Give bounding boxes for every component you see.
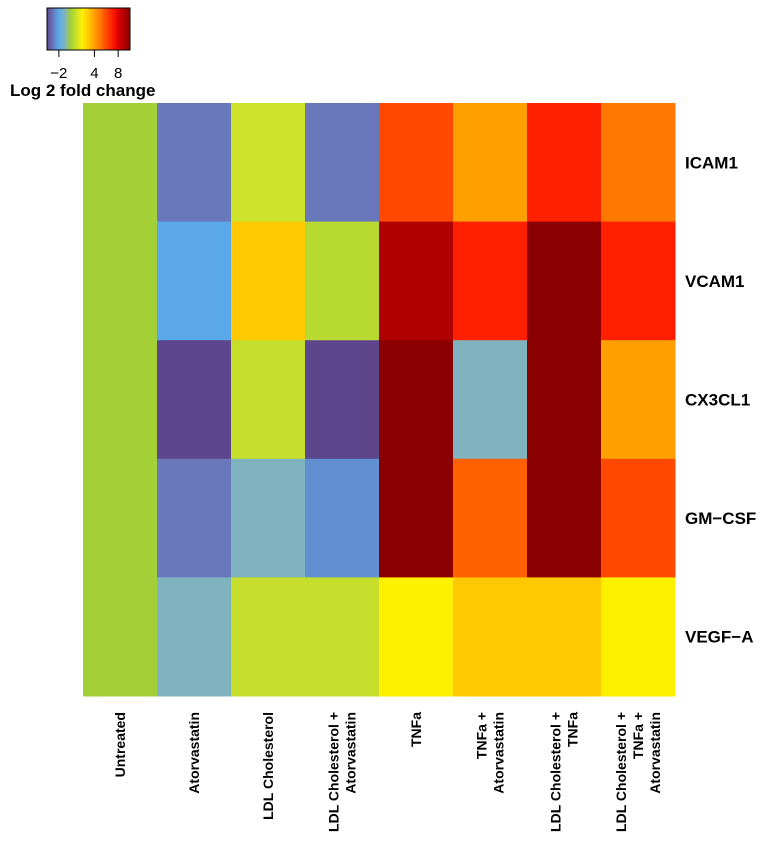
heatmap-cell [231,458,306,578]
heatmap-cell [453,103,528,223]
row-label: VCAM1 [685,272,745,291]
heatmap-cell [231,103,306,223]
heatmap-cell [453,458,528,578]
heatmap-cell [157,103,232,223]
column-label: LDL Cholesterol [260,712,276,820]
heatmap-cell [305,340,380,460]
heatmap-cell [305,103,380,223]
heatmap-cell [83,221,158,341]
heatmap-cell [157,458,232,578]
row-label: VEGF−A [685,628,754,647]
heatmap-cell [453,577,528,697]
heatmap-cell [601,103,676,223]
heatmap-cell [527,103,602,223]
colorbar-label: Log 2 fold change [10,81,155,100]
column-label: TNFa [408,712,424,747]
column-label: LDL Cholesterol +Atorvastatin [326,712,359,832]
heatmap-cell [83,577,158,697]
heatmap-cell [83,458,158,578]
column-label: TNFa +Atorvastatin [474,712,507,794]
heatmap-cell [527,340,602,460]
heatmap-cell [453,340,528,460]
heatmap-cell [305,577,380,697]
colorbar-tick-label: −2 [50,65,67,82]
heatmap-cell [231,577,306,697]
row-label: ICAM1 [685,153,738,172]
column-label: Untreated [112,712,128,777]
heatmap-cell [527,577,602,697]
heatmap-cell [527,458,602,578]
heatmap-cell [83,340,158,460]
heatmap-cell [83,103,158,223]
heatmap-cell [157,577,232,697]
heatmap-cell [453,221,528,341]
heatmap-cell [379,221,454,341]
row-label: CX3CL1 [685,391,750,410]
heatmap-cell [527,221,602,341]
heatmap-cell [157,221,232,341]
heatmap-cell [231,340,306,460]
heatmap-cell [157,340,232,460]
heatmap-cell [601,221,676,341]
heatmap-cell [379,458,454,578]
colorbar [46,7,131,51]
heatmap-cell [601,577,676,697]
heatmap-cell [231,221,306,341]
row-label: GM−CSF [685,509,756,528]
column-label: Atorvastatin [186,712,202,794]
heatmap-cell [379,577,454,697]
colorbar-tick-label: 8 [114,65,122,82]
heatmap-cell [379,340,454,460]
heatmap-cell [601,458,676,578]
column-label: LDL Cholesterol +TNFa +Atorvastatin [613,712,663,832]
heatmap-cell [379,103,454,223]
heatmap-cell [305,458,380,578]
heatmap-cell [601,340,676,460]
heatmap-cell [305,221,380,341]
column-label: LDL Cholesterol +TNFa [548,712,581,832]
colorbar-tick-label: 4 [90,65,98,82]
